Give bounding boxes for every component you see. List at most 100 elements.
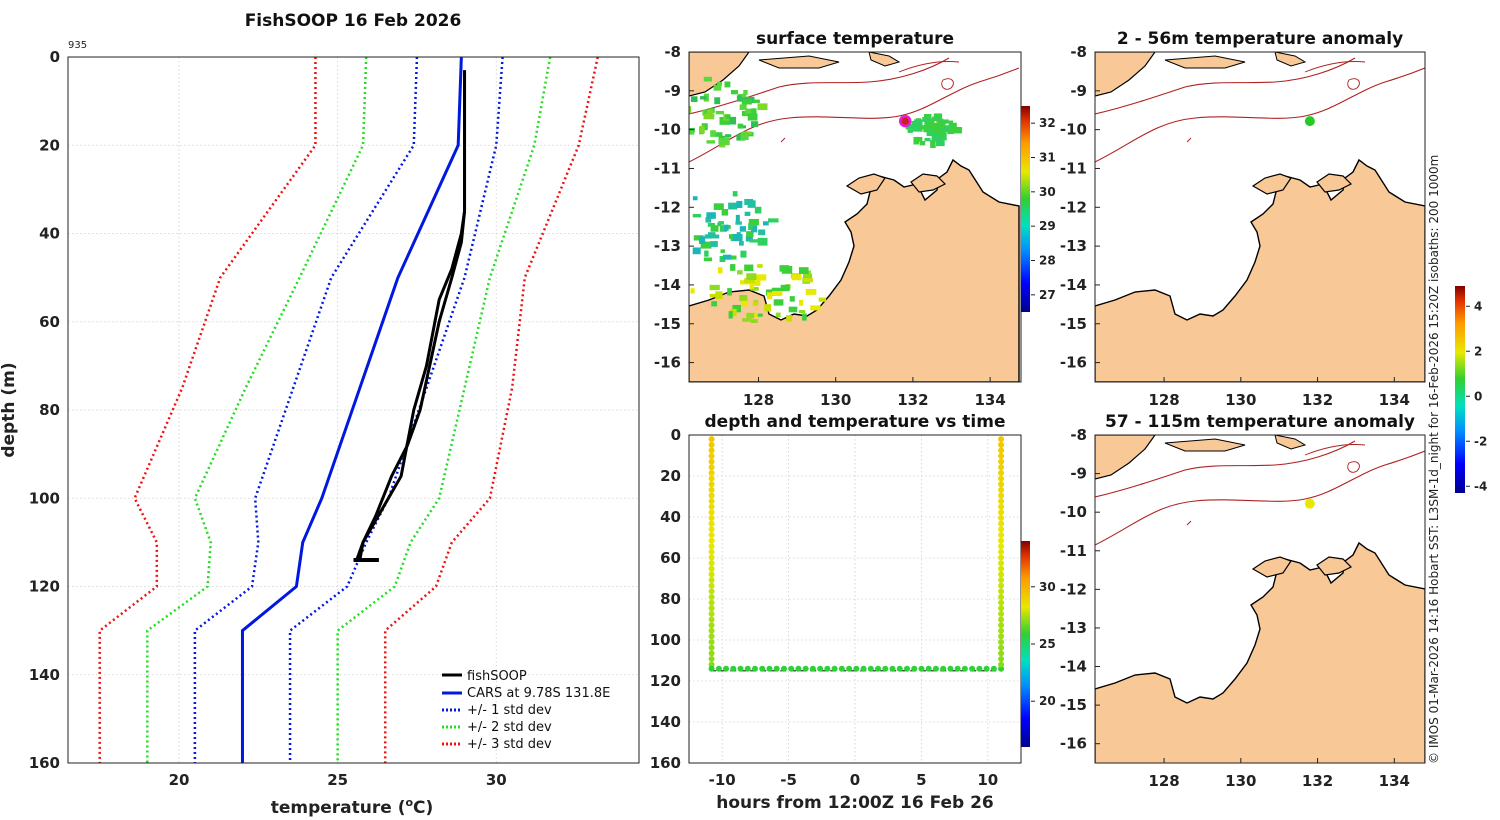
fishsoop-downcast-line <box>355 70 467 561</box>
map-xtick-label: 134 <box>1379 391 1410 409</box>
map-ytick-label: -10 <box>1060 121 1087 139</box>
timeplot-point <box>708 520 715 527</box>
map-ytick-label: -8 <box>1070 426 1087 444</box>
sst-pixel <box>689 106 692 114</box>
sst-pixel <box>744 264 754 271</box>
sst-pixel <box>757 313 763 317</box>
sst-pixel <box>746 312 755 319</box>
profile-ytick-label: 20 <box>39 136 60 154</box>
timeplot-point <box>737 665 744 672</box>
timeplot-point <box>998 436 1005 443</box>
sst-pixel <box>752 301 758 306</box>
profile-ylabel: depth (m) <box>0 362 19 457</box>
timeplot-point <box>708 447 715 454</box>
timeplot-point <box>809 665 816 672</box>
timeplot-ytick-label: 140 <box>650 713 681 731</box>
sst-pixel <box>732 191 738 197</box>
sst-pixel <box>768 218 779 223</box>
timeplot-colorbar-ticks: 20 25 30 <box>1031 580 1056 708</box>
sst-pixel <box>747 113 758 121</box>
profile-ytick-label: 80 <box>39 401 60 419</box>
legend-label-0: fishSOOP <box>467 669 527 684</box>
timeplot-point <box>708 565 715 572</box>
sst-pixel <box>735 221 742 225</box>
timeplot-point <box>998 453 1005 460</box>
surface-title: surface temperature <box>756 29 954 49</box>
sst-pixel <box>692 196 698 201</box>
profile-xtick-label: 30 <box>486 771 507 789</box>
timeplot-point <box>708 627 715 634</box>
anomaly-deep-frame <box>1094 434 1426 764</box>
sst-pixel <box>739 241 744 246</box>
sst-pixel <box>744 211 751 216</box>
sst-pixel <box>789 296 795 302</box>
sst-pixel <box>722 254 732 260</box>
sst-pixel <box>757 237 768 246</box>
timeplot-point <box>882 665 889 672</box>
surface-ticks: 128 130 132 134 -8 -9 -10 -11 -12 -13 -14 -15 -16 <box>654 43 1006 409</box>
map-xtick-label: 134 <box>1379 772 1410 790</box>
profile-series-line <box>146 56 368 763</box>
map-xtick-label: 128 <box>1148 772 1179 790</box>
sst-pixel <box>684 246 689 253</box>
sst-pixel <box>757 103 768 111</box>
anomaly-colorbar-ticks: -4 -2 0 2 4 <box>1466 299 1487 493</box>
map-ytick-label: -10 <box>1060 503 1087 521</box>
sst-pixel <box>788 306 798 313</box>
map-ytick-label: -14 <box>1060 276 1087 294</box>
sst-pixel <box>730 308 737 317</box>
timeplot-point <box>998 560 1005 567</box>
timeplot-ytick-label: 0 <box>671 426 681 444</box>
timeplot-point <box>715 665 722 672</box>
sst-pixel <box>715 110 725 115</box>
timeplot-point <box>896 665 903 672</box>
timeplot-point <box>976 665 983 672</box>
colorbar-tick-label: 29 <box>1039 219 1056 233</box>
colorbar-tick-label: 25 <box>1039 637 1056 651</box>
timeplot-point <box>911 665 918 672</box>
timeplot-ytick-label: 40 <box>660 508 681 526</box>
sst-pixel <box>689 210 690 214</box>
sst-pixel <box>735 214 740 223</box>
sst-pixel <box>704 234 712 239</box>
sst-pixel <box>719 137 730 146</box>
sst-pixel <box>922 117 932 122</box>
sst-pixel <box>723 224 729 231</box>
timeplot-point <box>947 665 954 672</box>
colorbar-tick-label: -4 <box>1474 479 1487 493</box>
sst-pixel <box>707 222 716 227</box>
sst-pixel <box>915 136 923 142</box>
sst-pixel <box>741 93 747 98</box>
timeplot-point <box>838 665 845 672</box>
profile-xtick-label: 20 <box>169 771 190 789</box>
timeplot-point <box>708 644 715 651</box>
sst-pixel <box>710 234 720 239</box>
sst-pixel <box>745 235 753 242</box>
anomaly-deep-map <box>1095 435 1425 763</box>
timeplot-ytick-label: 60 <box>660 549 681 567</box>
timeplot-point <box>766 665 773 672</box>
sst-pixel <box>934 133 941 142</box>
map-ytick-label: -12 <box>1060 198 1087 216</box>
timeplot-colorbar <box>1021 541 1030 747</box>
colorbar-tick-label: 28 <box>1039 254 1056 268</box>
sst-pixel <box>780 284 790 292</box>
timeplot-point <box>998 633 1005 640</box>
sst-pixel <box>706 140 716 144</box>
timeplot-point <box>875 665 882 672</box>
timeplot-point <box>998 639 1005 646</box>
timeplot-point <box>708 665 715 672</box>
timeplot-ytick-label: 20 <box>660 467 681 485</box>
profile-lines <box>98 56 599 763</box>
sst-pixel <box>925 123 937 132</box>
timeplot-point <box>998 622 1005 629</box>
sst-pixel <box>741 99 752 105</box>
profile-ytick-label: 120 <box>29 578 60 596</box>
timeplot-ytick-label: 120 <box>650 672 681 690</box>
sst-pixel <box>699 125 705 134</box>
sst-pixel <box>690 288 695 294</box>
timeplot-point <box>918 665 925 672</box>
sst-pixel <box>727 255 737 260</box>
map-ytick-label: -14 <box>1060 658 1087 676</box>
legend-label-2: +/- 1 std dev <box>467 703 552 718</box>
